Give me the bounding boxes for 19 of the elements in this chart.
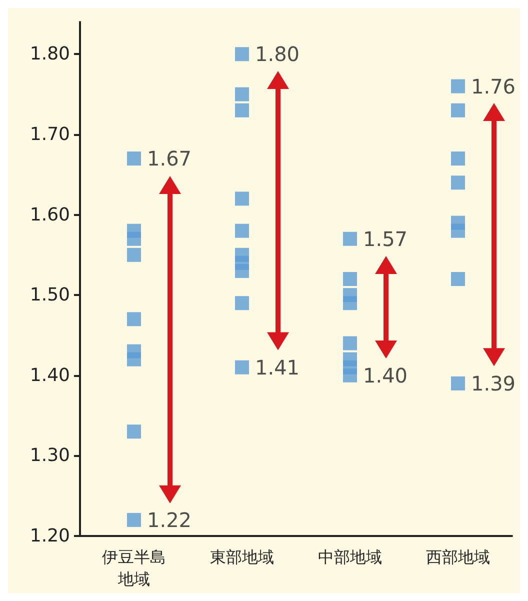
data-label: 1.57 [363, 226, 408, 251]
x-tick-label: 伊豆半島地域 [102, 548, 166, 588]
data-label: 1.39 [471, 371, 516, 396]
x-tick-label: 中部地域 [318, 548, 382, 566]
y-tick-label: 1.50 [30, 284, 70, 306]
data-label: 1.22 [147, 508, 192, 532]
x-tick-label: 東部地域 [210, 548, 274, 566]
y-tick-label: 1.30 [30, 445, 70, 466]
data-label: 1.80 [255, 42, 300, 66]
y-tick-label: 1.70 [30, 124, 70, 145]
data-label: 1.40 [363, 363, 408, 388]
x-tick-label: 西部地域 [426, 548, 490, 566]
data-label: 1.67 [147, 146, 192, 171]
y-tick-label: 1.20 [30, 526, 70, 546]
y-tick-label: 1.40 [30, 364, 70, 386]
data-label: 1.76 [471, 74, 516, 98]
y-tick-label: 1.80 [30, 44, 70, 65]
y-tick-label: 1.60 [30, 204, 70, 226]
data-label: 1.41 [255, 355, 300, 380]
